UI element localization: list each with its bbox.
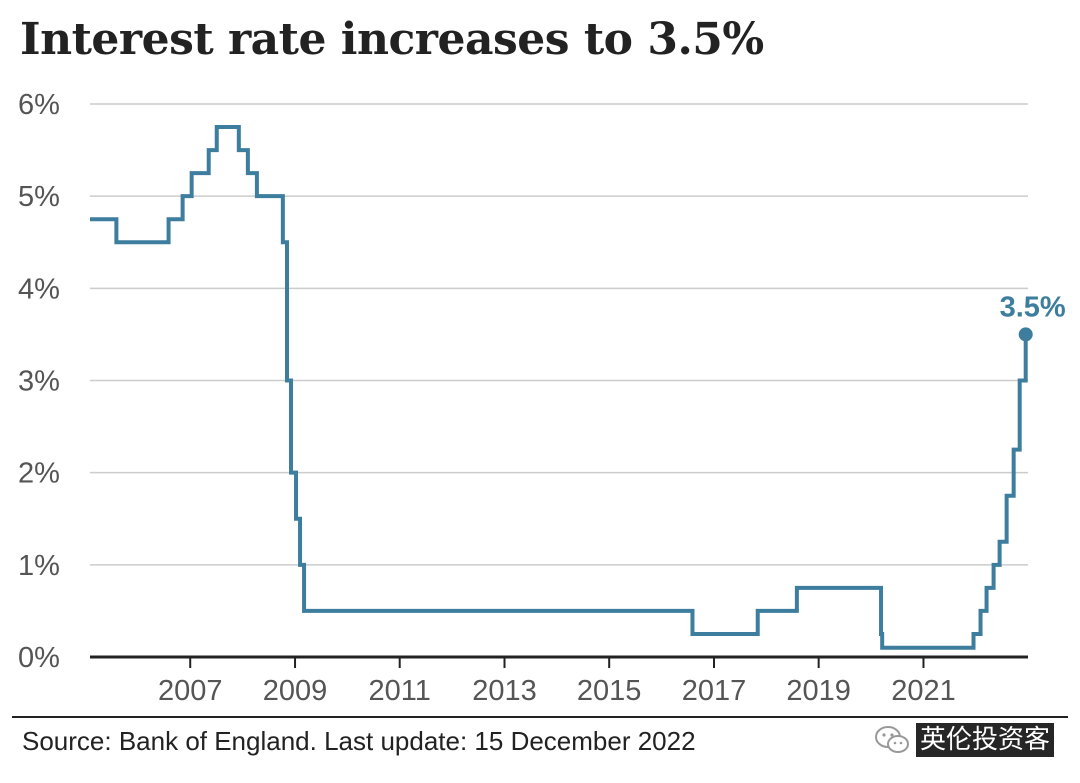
x-tick-label: 2019 <box>786 675 851 707</box>
y-tick-label: 3% <box>18 366 60 398</box>
y-tick-label: 2% <box>18 458 60 490</box>
y-tick-label: 4% <box>18 273 60 305</box>
watermark: 英伦投资客 <box>874 720 1054 760</box>
y-tick-label: 0% <box>18 642 60 674</box>
x-tick-label: 2011 <box>369 675 431 707</box>
x-tick-label: 2013 <box>472 675 537 707</box>
x-tick-label: 2015 <box>577 675 642 707</box>
series-layer: 3.5% <box>90 125 1066 650</box>
footer-divider <box>12 716 1068 718</box>
x-tick-label: 2021 <box>891 675 956 707</box>
x-axis-ticks: 2007 2009 2011 2013 2015 2017 2019 2021 <box>158 657 956 707</box>
watermark-text: 英伦投资客 <box>915 723 1054 757</box>
gridlines <box>90 103 1028 566</box>
interest-rate-chart: 0%1%2%3%4%5%6% 2007 2009 2011 2013 2015 2017 2… <box>18 89 1066 707</box>
x-tick-label: 2017 <box>682 675 747 707</box>
x-tick-label: 2009 <box>263 675 328 707</box>
x-tick-label: 2007 <box>158 675 223 707</box>
end-point-marker <box>1018 327 1033 342</box>
y-tick-label: 1% <box>18 550 60 582</box>
y-tick-label: 5% <box>18 181 60 213</box>
chart-title: Interest rate increases to 3.5% <box>20 14 764 65</box>
y-axis-ticks: 0% 1% 2% 3% 4% 5% 6% <box>18 89 60 674</box>
rate-step-line <box>90 125 1028 650</box>
y-tick-label: 6% <box>18 89 60 121</box>
wechat-icon <box>874 726 909 753</box>
source-note: Source: Bank of England. Last update: 15… <box>22 726 696 756</box>
end-value-label: 3.5% <box>1000 291 1066 323</box>
